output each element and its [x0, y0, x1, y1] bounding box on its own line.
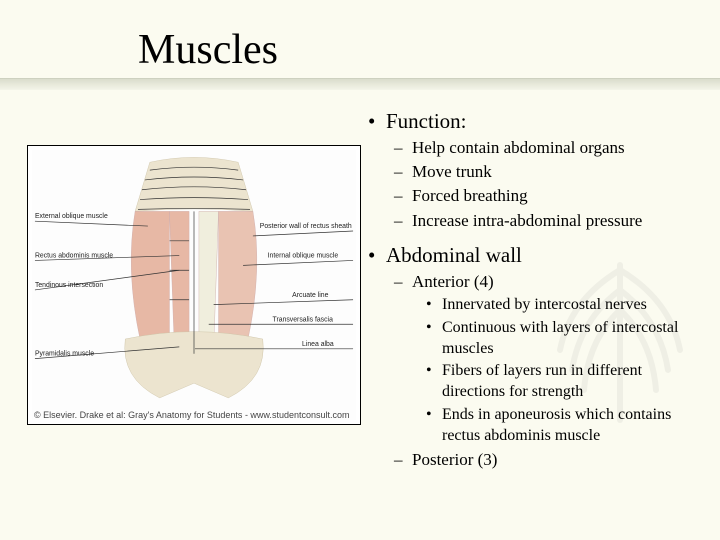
- anatomy-svg: External oblique muscle Rectus abdominis…: [32, 150, 356, 420]
- figure-label: Transversalis fascia: [273, 316, 334, 323]
- item-text: Posterior (3): [412, 449, 708, 471]
- oblique-right: [219, 211, 257, 348]
- bullet-icon: •: [426, 405, 442, 447]
- figure-label: External oblique muscle: [35, 213, 108, 220]
- section-heading: •Abdominal wall: [368, 242, 708, 269]
- sub-item: •Fibers of layers run in different direc…: [426, 361, 708, 403]
- dash-icon: –: [394, 449, 412, 471]
- sub-item: •Continuous with layers of intercostal m…: [426, 318, 708, 360]
- item-text: Increase intra-abdominal pressure: [412, 210, 708, 232]
- slide-title: Muscles: [138, 26, 278, 74]
- bullet-icon: •: [368, 108, 386, 135]
- rectus-right-sheath: [199, 211, 219, 348]
- item-text: Forced breathing: [412, 185, 708, 207]
- figure-caption: © Elsevier. Drake et al: Gray's Anatomy …: [34, 410, 349, 420]
- dash-icon: –: [394, 185, 412, 207]
- bullet-icon: •: [426, 361, 442, 403]
- dash-icon: –: [394, 161, 412, 183]
- anatomy-figure: External oblique muscle Rectus abdominis…: [27, 145, 361, 425]
- list-item: –Help contain abdominal organs: [394, 137, 708, 159]
- section-heading: •Function:: [368, 108, 708, 135]
- content-outline: •Function: –Help contain abdominal organ…: [368, 98, 708, 471]
- item-text: Move trunk: [412, 161, 708, 183]
- bullet-icon: •: [368, 242, 386, 269]
- list-item: –Increase intra-abdominal pressure: [394, 210, 708, 232]
- heading-text: Function:: [386, 109, 467, 133]
- sub-item: •Innervated by intercostal nerves: [426, 295, 708, 316]
- dash-icon: –: [394, 137, 412, 159]
- sub-text: Innervated by intercostal nerves: [442, 295, 708, 316]
- item-text: Anterior (4): [412, 271, 708, 293]
- list-item: –Anterior (4): [394, 271, 708, 293]
- list-item: –Forced breathing: [394, 185, 708, 207]
- sub-item: •Ends in aponeurosis which contains rect…: [426, 405, 708, 447]
- dash-icon: –: [394, 210, 412, 232]
- figure-label: Pyramidalis muscle: [35, 351, 94, 358]
- figure-label: Internal oblique muscle: [268, 253, 339, 260]
- figure-label: Tendinous intersection: [35, 282, 103, 289]
- list-item: –Move trunk: [394, 161, 708, 183]
- figure-label: Rectus abdominis muscle: [35, 253, 113, 260]
- list-item: –Posterior (3): [394, 449, 708, 471]
- figure-label: Posterior wall of rectus sheath: [260, 223, 352, 230]
- sub-text: Continuous with layers of intercostal mu…: [442, 318, 708, 360]
- oblique-left: [131, 211, 169, 348]
- ribcage-icon: [135, 157, 253, 211]
- rectus-left: [169, 211, 189, 348]
- bullet-icon: •: [426, 318, 442, 360]
- item-text: Help contain abdominal organs: [412, 137, 708, 159]
- dash-icon: –: [394, 271, 412, 293]
- figure-canvas: External oblique muscle Rectus abdominis…: [32, 150, 356, 420]
- sub-text: Fibers of layers run in different direct…: [442, 361, 708, 403]
- figure-label: Linea alba: [302, 341, 334, 348]
- figure-label: Arcuate line: [292, 292, 328, 299]
- heading-text: Abdominal wall: [386, 243, 522, 267]
- bullet-icon: •: [426, 295, 442, 316]
- sub-text: Ends in aponeurosis which contains rectu…: [442, 405, 708, 447]
- header-band: [0, 78, 720, 90]
